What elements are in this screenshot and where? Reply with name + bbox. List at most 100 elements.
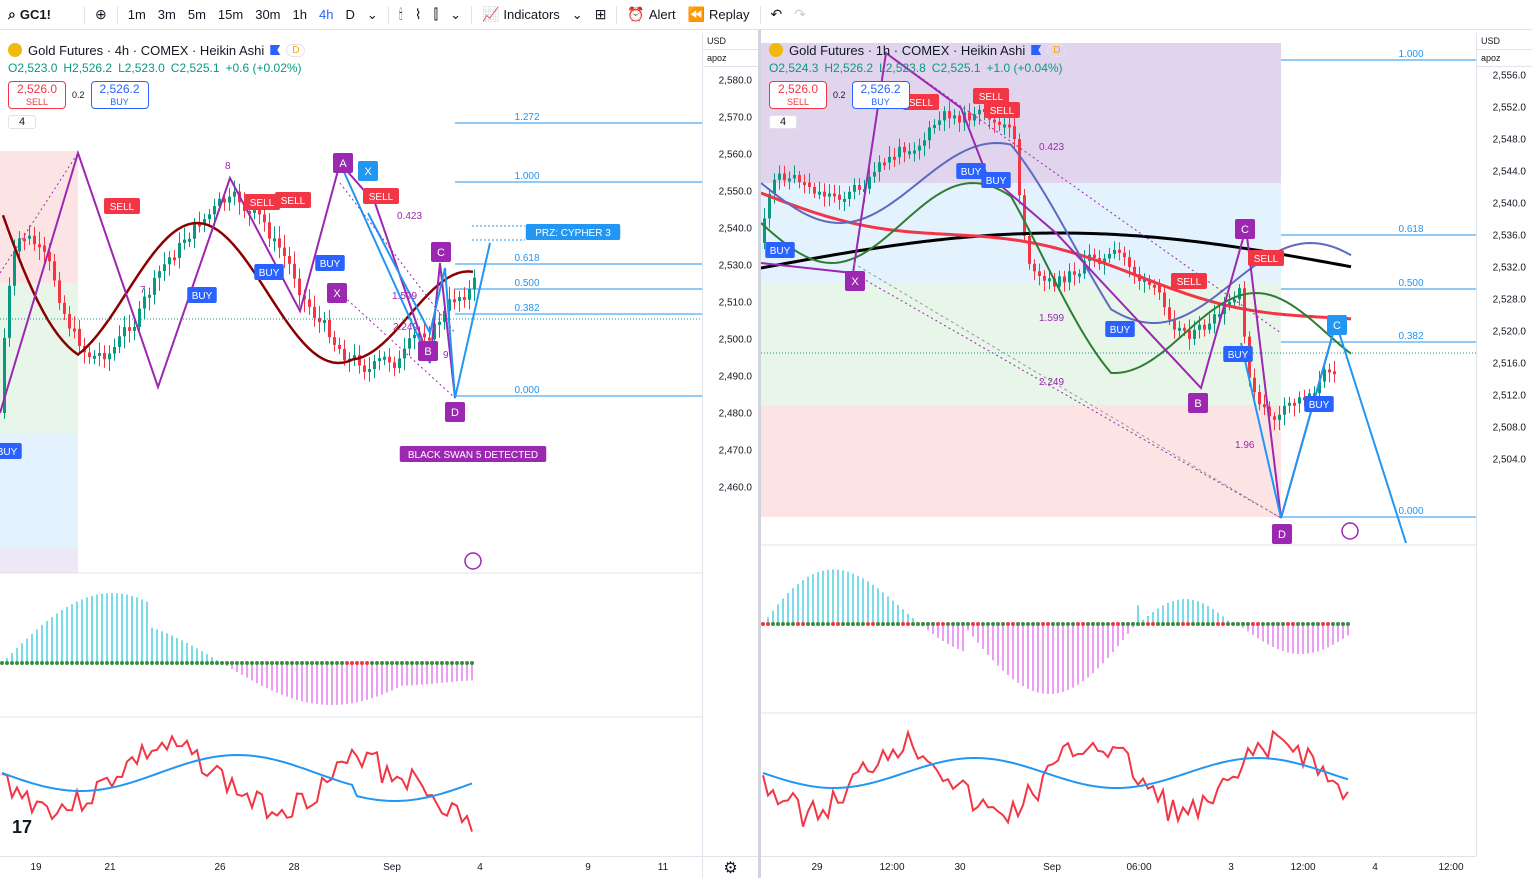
signal-buy-bg — [1304, 396, 1334, 412]
price-tick: 2,540.0 — [718, 223, 752, 235]
candle-body — [423, 333, 426, 338]
scale-select[interactable]: apoz — [703, 50, 758, 67]
candle-body — [383, 356, 386, 360]
sell-button[interactable]: 2,526.0 SELL — [769, 81, 827, 109]
zero-dot — [320, 661, 324, 665]
compare-button[interactable]: ⊕ — [89, 0, 113, 30]
zero-dot — [996, 622, 1000, 626]
zero-dot — [260, 661, 264, 665]
zero-dot — [30, 661, 34, 665]
zero-dot — [926, 622, 930, 626]
point-c2: C — [1333, 320, 1341, 332]
undo-button[interactable]: ↶ — [765, 0, 789, 30]
candle-body — [118, 336, 121, 347]
pane-divider[interactable] — [758, 30, 761, 878]
candle-body — [1013, 126, 1016, 140]
candle-body — [1078, 273, 1081, 277]
zero-dot — [1271, 622, 1275, 626]
indicators-button[interactable]: 📈 Indicators — [476, 0, 566, 30]
left-time-axis[interactable]: 19 21 26 28 Sep 4 9 11 — [0, 856, 702, 878]
zero-dot — [866, 622, 870, 626]
candle-body — [28, 235, 31, 239]
candle-type-button[interactable]: 🕯 — [393, 0, 409, 30]
right-chart-canvas[interactable]: 1.000 0.618 0.500 0.382 0.000 X B C D C SELL SELL SE… — [761, 33, 1532, 878]
rsi-fast-line — [1, 733, 473, 832]
signal-buy-bg — [0, 443, 22, 459]
bar-type-button[interactable]: ⫿ — [428, 0, 444, 30]
currency-select[interactable]: USD — [1477, 33, 1532, 50]
indicators-label: Indicators — [503, 7, 560, 22]
dotted-line — [339, 182, 456, 334]
indicator-count-toggle[interactable]: 4 — [769, 115, 797, 129]
zero-dot — [956, 622, 960, 626]
indicator-count-toggle[interactable]: 4 — [8, 115, 36, 129]
alert-button[interactable]: ⏰ Alert — [621, 0, 681, 30]
candle-body — [1203, 324, 1206, 330]
left-chart-canvas[interactable]: 1.272 1.000 0.618 0.500 0.382 0.000 PRZ: CYPHE… — [0, 33, 758, 878]
ratio-label: 1.599 — [392, 291, 417, 302]
zero-dot — [135, 661, 139, 665]
candle-body — [1153, 284, 1156, 288]
buy-button[interactable]: 2,526.2 BUY — [851, 81, 910, 109]
candles-icon: 🕯 — [398, 6, 403, 22]
buy-button[interactable]: 2,526.2 BUY — [90, 81, 149, 109]
flag-icon[interactable] — [1031, 45, 1042, 55]
candle-body — [253, 209, 256, 213]
replay-button[interactable]: ⏪ Replay — [682, 0, 756, 30]
scale-select[interactable]: apoz — [1477, 50, 1532, 67]
point-d: D — [451, 407, 459, 419]
point-c-bg — [1235, 219, 1255, 239]
green-moving-average — [761, 182, 1352, 374]
zero-dot — [1056, 622, 1060, 626]
zero-dot — [190, 661, 194, 665]
right-time-axis[interactable]: 29 12:00 30 Sep 06:00 3 12:00 4 12:00 — [761, 856, 1476, 878]
symbol-search[interactable]: ⌕ GC1! — [0, 6, 80, 23]
zero-dot — [285, 661, 289, 665]
interval-5m[interactable]: 5m — [187, 7, 206, 22]
right-price-axis[interactable]: USD apoz 2,556.0 2,552.0 2,548.0 2,544.0 2,5… — [1476, 33, 1532, 856]
zero-dot — [120, 661, 124, 665]
zero-dot — [140, 661, 144, 665]
candle-body — [773, 179, 776, 194]
interval-dropdown[interactable]: ⌄ — [361, 0, 384, 30]
zero-dot — [1306, 622, 1310, 626]
price-tick: 2,540.0 — [1492, 198, 1526, 210]
sell-button[interactable]: 2,526.0 SELL — [8, 81, 66, 109]
signal-buy: BUY — [0, 447, 18, 458]
gold-icon — [8, 43, 22, 57]
flag-icon[interactable] — [270, 45, 281, 55]
tradingview-logo[interactable]: 17 — [12, 817, 33, 837]
interval-1m[interactable]: 1m — [127, 7, 146, 22]
point-c: C — [437, 247, 445, 259]
zero-dot — [776, 622, 780, 626]
zero-dot — [1236, 622, 1240, 626]
zero-dot — [355, 661, 359, 665]
candle-body — [393, 362, 396, 369]
interval-30m[interactable]: 30m — [255, 7, 281, 22]
chart-type-button[interactable]: ⌇ — [409, 0, 428, 30]
interval-15m[interactable]: 15m — [217, 7, 244, 22]
cypher-projection — [367, 212, 491, 399]
candle-body — [1158, 284, 1161, 293]
redo-button[interactable]: ↷ — [788, 0, 812, 30]
indicators-dropdown[interactable]: ⌄ — [566, 0, 589, 30]
interval-1h[interactable]: 1h — [292, 7, 307, 22]
zero-dot — [1286, 622, 1290, 626]
zero-dot — [380, 661, 384, 665]
candle-body — [1238, 288, 1241, 300]
interval-d[interactable]: D — [345, 7, 355, 22]
currency-select[interactable]: USD — [703, 33, 758, 50]
chart-type-dropdown[interactable]: ⌄ — [444, 0, 467, 30]
interval-3m[interactable]: 3m — [157, 7, 176, 22]
zero-dot — [1146, 622, 1150, 626]
left-price-axis[interactable]: USD apoz 2,580.0 2,570.0 2,560.0 2,550.0 2,5… — [702, 33, 758, 856]
candle-body — [193, 223, 196, 239]
layout-button[interactable]: ⊞ — [589, 0, 613, 30]
interval-4h[interactable]: 4h — [318, 7, 334, 22]
zone-red — [761, 405, 1281, 517]
candle-body — [913, 150, 916, 154]
signal-sell-bg — [1248, 250, 1284, 266]
buy-price: 2,526.2 — [860, 82, 901, 96]
left-settings-button[interactable]: ⚙ — [702, 856, 758, 878]
candle-body — [203, 219, 206, 225]
